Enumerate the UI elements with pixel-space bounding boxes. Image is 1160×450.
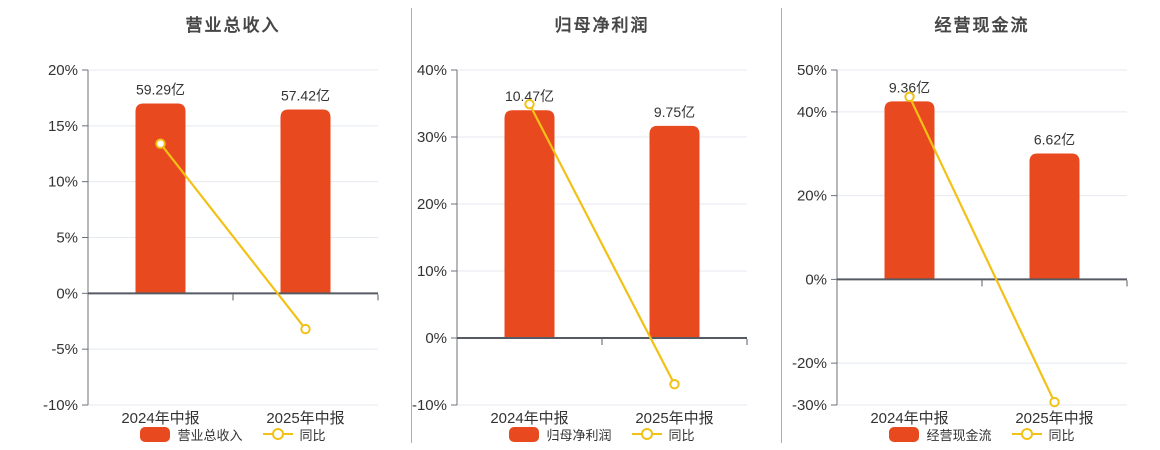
legend-bar-label: 归母净利润 [546,427,612,443]
chart-1-x-axis-label-0: 2024年中报 [490,410,568,427]
chart-2-y-axis-label: 50% [797,62,827,79]
chart-2-y-axis-label: -20% [792,355,827,372]
chart-2-yoy-line [908,96,1056,403]
chart-1-legend: 归母净利润 同比 [457,425,747,443]
chart-panel-1: 归母净利润 归母净利润 同比 [411,0,781,450]
chart-0-bar-label-1: 57.42亿 [281,87,330,103]
bar-swatch-icon [889,426,920,442]
chart-1-title: 归母净利润 [554,16,650,35]
chart-2-bar-1[interactable] [1029,153,1080,280]
chart-panel-2: 经营现金流 经营现金流 同比 [781,0,1160,450]
line-swatch-icon [262,427,293,442]
chart-0-y-axis-label: 0% [56,285,78,302]
chart-0-y-axis-label: -5% [51,341,78,358]
chart-1-yoy-line [528,103,676,385]
panel-divider-2 [781,8,782,443]
chart-1-bar-label-1: 9.75亿 [654,104,695,120]
chart-1-y-axis-label: -10% [412,397,447,414]
chart-2-y-axis-label: 40% [797,104,827,121]
chart-0-bar-label-0: 59.29亿 [136,82,185,98]
chart-2-x-axis-label-0: 2024年中报 [870,410,948,427]
legend-bar-label: 经营现金流 [926,427,992,443]
chart-2-x-axis-label-1: 2025年中报 [1015,410,1093,427]
chart-0-yoy-line [159,143,307,330]
panel-divider-1 [411,8,412,443]
legend-line-label: 同比 [1048,427,1075,443]
chart-2-legend: 经营现金流 同比 [837,425,1127,443]
chart-panel-0: 营业总收入 营业总收入 同比 [0,0,411,450]
chart-2-yoy-marker-0[interactable] [904,91,915,103]
chart-0-bar-0[interactable] [135,103,186,294]
chart-1-bar-0[interactable] [504,110,555,338]
chart-1-y-axis-label: 10% [417,263,447,280]
chart-0-y-axis-label: 15% [48,118,78,135]
chart-0-y-axis-label: 10% [48,174,78,191]
chart-2-legend-item-bar[interactable]: 经营现金流 [889,425,992,444]
chart-2-y-axis-label: 0% [805,271,827,288]
legend-bar-label: 营业总收入 [177,427,243,443]
chart-1-legend-item-line[interactable]: 同比 [631,425,695,444]
chart-0-y-axis-label: 20% [48,62,78,79]
chart-1-bar-label-0: 10.47亿 [505,88,554,104]
chart-2-y-axis-label: 20% [797,188,827,205]
legend-line-label: 同比 [668,427,695,443]
chart-2-bar-label-1: 6.62亿 [1034,132,1075,148]
chart-0-legend-item-line[interactable]: 同比 [262,425,326,444]
chart-1-y-axis-label: 20% [417,196,447,213]
legend-line-label: 同比 [299,427,326,443]
chart-2-legend-item-line[interactable]: 同比 [1011,425,1075,444]
chart-2-title: 经营现金流 [934,16,1030,35]
chart-0-legend-item-bar[interactable]: 营业总收入 [140,425,243,444]
chart-0-bar-1[interactable] [280,109,331,294]
chart-2-yoy-marker-1[interactable] [1049,396,1060,408]
line-swatch-icon [1011,427,1042,442]
chart-1-legend-item-bar[interactable]: 归母净利润 [509,425,612,444]
line-swatch-icon [631,427,662,442]
chart-1-y-axis-label: 30% [417,129,447,146]
chart-0-title: 营业总收入 [185,16,281,35]
chart-0-y-axis-label: -10% [43,397,78,414]
chart-1-y-axis-label: 40% [417,62,447,79]
chart-0-y-axis-label: 5% [56,230,78,247]
chart-2-bar-label-0: 9.36亿 [889,79,930,95]
bar-swatch-icon [140,426,171,442]
chart-1-x-axis-label-1: 2025年中报 [635,410,713,427]
chart-0-legend: 营业总收入 同比 [88,425,378,443]
chart-1-bar-1[interactable] [649,125,700,338]
chart-1-y-axis-label: 0% [425,330,447,347]
chart-1-yoy-marker-0[interactable] [524,98,535,110]
chart-0-x-axis-label-1: 2025年中报 [266,410,344,427]
chart-2-y-axis-label: -30% [792,397,827,414]
chart-1-yoy-marker-1[interactable] [669,379,680,390]
bar-swatch-icon [509,426,540,442]
chart-2-bar-0[interactable] [884,101,935,280]
chart-0-yoy-marker-1[interactable] [300,323,311,335]
chart-0-x-axis-label-0: 2024年中报 [121,410,199,427]
chart-0-yoy-marker-0[interactable] [155,138,166,149]
